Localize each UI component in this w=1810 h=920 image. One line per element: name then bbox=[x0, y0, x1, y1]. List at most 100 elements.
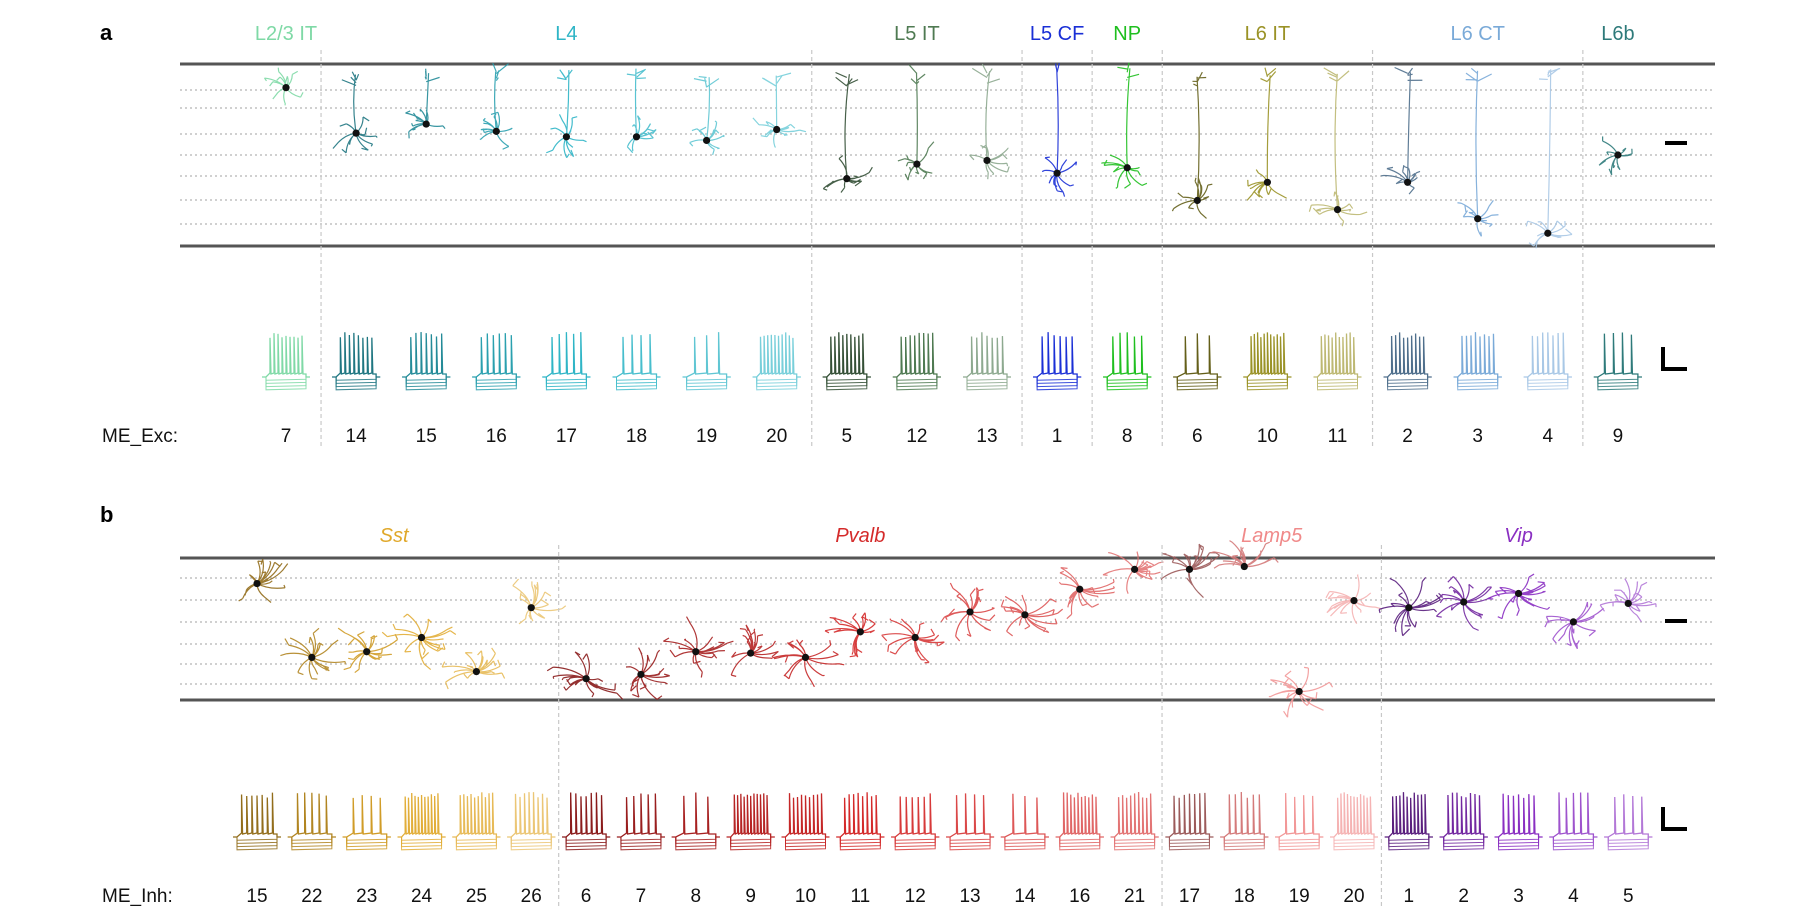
cluster-id: 14 bbox=[346, 426, 368, 447]
soma bbox=[582, 675, 590, 683]
neuron-arbor bbox=[441, 647, 506, 690]
cluster-id: 22 bbox=[301, 886, 322, 907]
spike-train bbox=[892, 332, 941, 378]
hyperpolarizing-sweep bbox=[1383, 376, 1432, 381]
spike-train bbox=[1275, 793, 1324, 838]
neuron-morphology bbox=[512, 578, 567, 625]
hyperpolarizing-sweep bbox=[1313, 376, 1362, 388]
hyperpolarizing-sweep bbox=[612, 376, 661, 388]
neuron-arbor bbox=[897, 64, 935, 181]
soma bbox=[1474, 215, 1482, 223]
group-label: L6b bbox=[1601, 23, 1634, 45]
soma bbox=[527, 604, 535, 612]
group-label: NP bbox=[1113, 23, 1141, 45]
hyperpolarizing-sweep bbox=[1033, 376, 1082, 391]
hyperpolarizing-sweep bbox=[822, 376, 871, 388]
hyperpolarizing-sweep bbox=[1330, 836, 1378, 848]
hyperpolarizing-sweep bbox=[542, 376, 591, 381]
cluster-id: 7 bbox=[636, 886, 647, 907]
hyperpolarizing-sweep bbox=[1494, 836, 1543, 851]
soma bbox=[422, 120, 430, 128]
soma bbox=[856, 628, 864, 636]
hyperpolarizing-sweep bbox=[616, 836, 665, 841]
neuron-arbor bbox=[824, 612, 876, 658]
electrophysiology-traces bbox=[262, 333, 310, 391]
neuron-morphology bbox=[730, 624, 779, 677]
neuron-morphology bbox=[1101, 62, 1148, 189]
hyperpolarizing-sweep bbox=[287, 836, 336, 851]
electrophysiology-traces bbox=[682, 332, 731, 391]
electrophysiology-traces bbox=[233, 792, 281, 851]
spike-train bbox=[287, 792, 336, 838]
hyperpolarizing-sweep bbox=[233, 836, 281, 841]
neuron-arbor bbox=[1378, 576, 1442, 637]
hyperpolarizing-sweep bbox=[342, 836, 391, 851]
soma bbox=[911, 633, 919, 642]
neuron-arbor bbox=[1380, 66, 1423, 195]
neuron-arbor bbox=[1598, 136, 1633, 176]
electrophysiology-traces bbox=[507, 792, 556, 851]
spike-train bbox=[542, 332, 591, 378]
neuron-morphology bbox=[337, 627, 399, 674]
hyperpolarizing-sweep bbox=[1549, 836, 1598, 848]
neuron-arbor bbox=[1058, 567, 1115, 620]
electrophysiology-traces bbox=[1243, 332, 1292, 391]
electrophysiology-traces bbox=[612, 334, 661, 391]
cluster-id: 13 bbox=[959, 886, 980, 907]
cluster-id: 6 bbox=[581, 886, 592, 907]
group-label: L5 CF bbox=[1030, 23, 1084, 45]
hyperpolarizing-sweep bbox=[726, 836, 775, 851]
hyperpolarizing-sweep bbox=[616, 836, 665, 848]
soma bbox=[1569, 618, 1577, 626]
cluster-id: 20 bbox=[766, 426, 787, 447]
neuron-arbor bbox=[479, 62, 513, 150]
hyperpolarizing-sweep bbox=[472, 376, 521, 391]
cluster-id: 5 bbox=[842, 426, 853, 447]
spike-train bbox=[472, 333, 521, 378]
cluster-id: 2 bbox=[1458, 886, 1469, 907]
hyperpolarizing-sweep bbox=[1593, 376, 1642, 381]
hyperpolarizing-sweep bbox=[1275, 836, 1324, 841]
spike-train bbox=[1439, 792, 1488, 838]
hyperpolarizing-sweep bbox=[1439, 836, 1488, 841]
hyperpolarizing-sweep bbox=[1453, 376, 1502, 388]
soma bbox=[773, 125, 781, 134]
soma bbox=[1404, 178, 1412, 186]
electrophysiology-traces bbox=[1383, 332, 1432, 391]
hyperpolarizing-sweep bbox=[332, 376, 381, 381]
soma bbox=[308, 653, 316, 662]
hyperpolarizing-sweep bbox=[1384, 836, 1433, 841]
electrophysiology-traces bbox=[1384, 792, 1433, 851]
hyperpolarizing-sweep bbox=[1055, 836, 1104, 851]
spike-train bbox=[963, 332, 1011, 378]
electrophysiology-traces bbox=[452, 792, 501, 851]
cluster-id: 16 bbox=[486, 426, 507, 447]
soma bbox=[282, 84, 290, 92]
hyperpolarizing-sweep bbox=[682, 376, 731, 391]
cluster-id: 15 bbox=[246, 886, 267, 907]
hyperpolarizing-sweep bbox=[891, 836, 940, 841]
cluster-id: 20 bbox=[1343, 886, 1364, 907]
spike-train bbox=[1549, 792, 1598, 838]
hyperpolarizing-sweep bbox=[1055, 836, 1104, 841]
cluster-id: 19 bbox=[696, 426, 717, 447]
cluster-id: 9 bbox=[1613, 426, 1624, 447]
hyperpolarizing-sweep bbox=[542, 376, 591, 388]
neuron-morphology bbox=[280, 627, 346, 680]
spike-train bbox=[891, 793, 940, 838]
panel-letter: b bbox=[100, 502, 113, 527]
neuron-morphology bbox=[1102, 551, 1164, 594]
electrophysiology-traces bbox=[1494, 793, 1543, 851]
neuron-arbor bbox=[1268, 666, 1334, 718]
spike-train bbox=[1055, 792, 1104, 838]
hyperpolarizing-sweep bbox=[1243, 376, 1292, 388]
neuron-morphology bbox=[1210, 540, 1279, 571]
spike-train bbox=[1383, 332, 1432, 378]
soma bbox=[417, 633, 426, 642]
group-label: L6 CT bbox=[1450, 23, 1504, 45]
electrophysiology-traces bbox=[1313, 332, 1362, 391]
spike-train bbox=[332, 332, 381, 378]
hyperpolarizing-sweep bbox=[1110, 836, 1159, 848]
neuron-morphology bbox=[940, 582, 996, 642]
